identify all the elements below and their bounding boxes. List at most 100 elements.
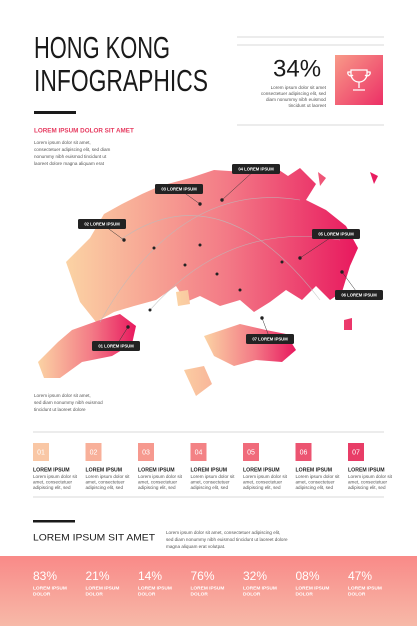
step-text: Lorem ipsum dolor sit (348, 474, 393, 479)
map-point (238, 288, 242, 292)
map-lantau (38, 314, 136, 378)
intro-text: laoreet dolore magna aliquam erat (34, 161, 105, 166)
stat-label: LOREM IPSUM (33, 585, 67, 591)
step-badge (138, 443, 154, 461)
step-badge (85, 443, 102, 461)
step-text: Lorem ipsum dolor sit (243, 474, 288, 479)
step-title: LOREM IPSUM (86, 467, 123, 473)
map-point (198, 202, 202, 206)
label-text: 05 LOREM IPSUM (318, 231, 354, 236)
label-leader (221, 168, 257, 201)
map-hk-island (204, 324, 296, 366)
step-text: Lorem ipsum dolor sit (138, 474, 183, 479)
stat-percent: 47% (348, 569, 372, 583)
stat-label: LOREM IPSUM (348, 585, 382, 591)
stat-label: LOREM IPSUM (243, 585, 277, 591)
step-text: Lorem ipsum dolor sit (86, 474, 131, 479)
label-text: 01 LOREM IPSUM (98, 343, 134, 348)
label-tag (246, 334, 294, 344)
stat-percent: 21% (86, 569, 110, 583)
label-tag (312, 229, 360, 239)
label-tag (335, 290, 383, 300)
stat-label: DOLOR (348, 591, 366, 597)
map-point (198, 243, 202, 247)
stat-percent: 08% (296, 569, 320, 583)
stat-percent: 32% (243, 569, 267, 583)
footer-text: sed diam nonummy nibh euismod tincidunt … (166, 537, 288, 542)
step-badge (295, 443, 312, 461)
label-text: 06 LOREM IPSUM (341, 292, 377, 297)
step-text: amet, consectetuer (348, 480, 388, 485)
map-mainland (66, 164, 358, 322)
step-text: amet, consectetuer (86, 480, 126, 485)
step-text: adipiscing elit, sed (191, 485, 229, 490)
step-text: Lorem ipsum dolor sit (296, 474, 341, 479)
step-number: 07 (352, 449, 360, 456)
step-text: amet, consectetuer (243, 480, 283, 485)
stat-label: LOREM IPSUM (191, 585, 225, 591)
step-title: LOREM IPSUM (243, 467, 280, 473)
map-note: sed diam nonummy nibh euismod (34, 400, 103, 405)
footer-text: magna aliquam erat volutpat. (166, 544, 225, 549)
title-rule (34, 111, 76, 114)
stat-percent: 83% (33, 569, 57, 583)
map-point (340, 270, 344, 274)
step-text: amet, consectetuer (191, 480, 231, 485)
map-point (220, 198, 224, 202)
intro-heading: LOREM IPSUM DOLOR SIT AMET (34, 128, 134, 135)
stat-label: DOLOR (243, 591, 261, 597)
step-number: 06 (300, 449, 308, 456)
step-title: LOREM IPSUM (191, 467, 228, 473)
step-text: Lorem ipsum dolor sit (33, 474, 78, 479)
step-number: 05 (247, 449, 255, 456)
step-title: LOREM IPSUM (296, 467, 333, 473)
map-point (260, 316, 264, 320)
step-title: LOREM IPSUM (348, 467, 385, 473)
step-badge (33, 443, 49, 461)
stat-text: tincidunt ut laoreet (288, 103, 326, 108)
step-number: 01 (37, 449, 45, 456)
stat-label: DOLOR (296, 591, 314, 597)
step-text: adipiscing elit, sed (138, 485, 176, 490)
map-note: tincidunt ut laoreet dolore (34, 407, 86, 412)
step-text: adipiscing elit, sed (296, 485, 334, 490)
map-point (152, 246, 156, 250)
map-note: Lorem ipsum dolor sit amet, (34, 393, 91, 398)
step-number: 03 (142, 449, 150, 456)
map-point (126, 325, 130, 329)
stat-label: DOLOR (138, 591, 156, 597)
label-text: 04 LOREM IPSUM (238, 166, 274, 171)
step-number: 04 (195, 449, 203, 456)
label-tag (155, 184, 203, 194)
step-text: Lorem ipsum dolor sit (191, 474, 236, 479)
step-text: amet, consectetuer (138, 480, 178, 485)
intro-text: consectetuer adipiscing elit, sed diam (34, 147, 111, 152)
stat-value: 34% (273, 55, 321, 82)
stat-label: DOLOR (86, 591, 104, 597)
stat-label: LOREM IPSUM (296, 585, 330, 591)
map-point (280, 260, 284, 264)
step-badge (190, 443, 207, 461)
footer-heading: LOREM IPSUM SIT AMET (33, 533, 155, 544)
step-text: adipiscing elit, sed (243, 485, 281, 490)
step-badge (243, 443, 259, 461)
stat-text: diam nonummy nibh euismod (266, 97, 326, 102)
label-tag (92, 341, 140, 351)
stat-percent: 14% (138, 569, 162, 583)
title-line: INFOGRAPHICS (34, 63, 208, 98)
step-title: LOREM IPSUM (33, 467, 70, 473)
label-text: 02 LOREM IPSUM (84, 221, 120, 226)
footer-rule (33, 520, 75, 523)
label-text: 07 LOREM IPSUM (252, 336, 288, 341)
label-tag (78, 219, 126, 229)
step-number: 02 (90, 449, 98, 456)
map-island (176, 172, 378, 396)
stat-text: Lorem ipsum dolor sit amet (271, 85, 327, 90)
stat-label: DOLOR (191, 591, 209, 597)
map-point (148, 308, 152, 312)
title-line: HONG KONG (34, 30, 170, 65)
stat-label: LOREM IPSUM (86, 585, 120, 591)
stat-label: DOLOR (33, 591, 51, 597)
step-badge (348, 443, 364, 461)
